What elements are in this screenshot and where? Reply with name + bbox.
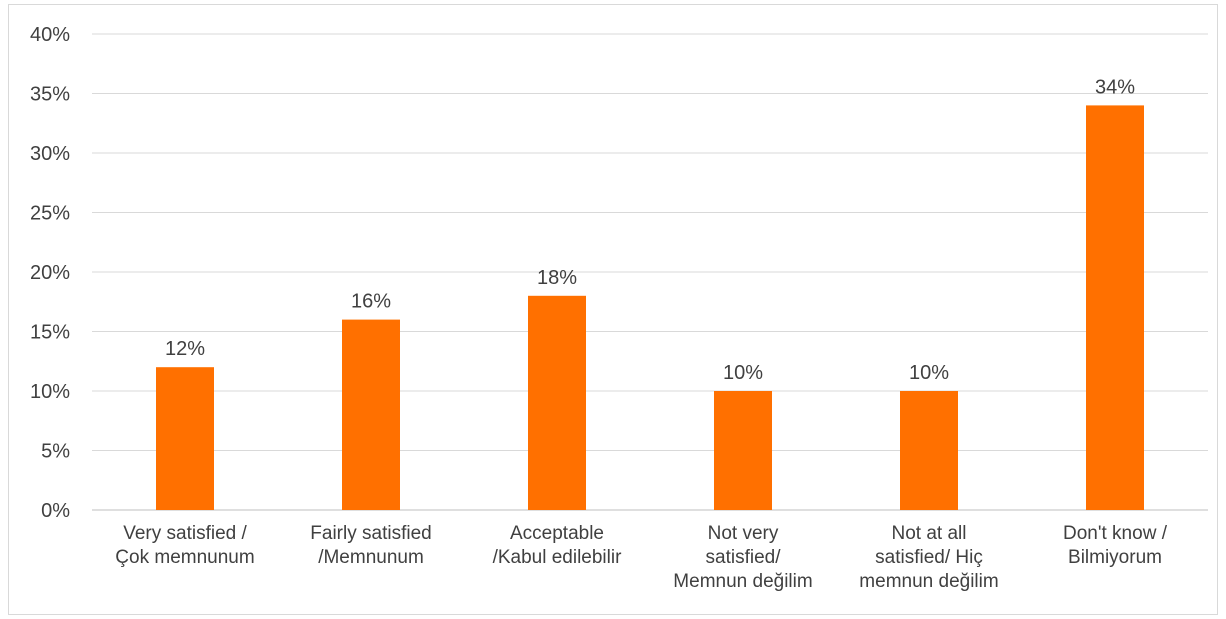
- y-tick-label: 40%: [30, 24, 70, 46]
- category-label: Not at all satisfied/ Hiç memnun değilim: [859, 523, 998, 592]
- y-tick-label: 20%: [30, 262, 70, 284]
- bars: [156, 105, 1144, 511]
- category-label: Don't know / Bilmiyorum: [1063, 523, 1168, 568]
- data-label: 34%: [1095, 76, 1135, 98]
- data-label: 10%: [723, 362, 763, 384]
- gridlines: [92, 33, 1208, 511]
- y-tick-label: 30%: [30, 143, 70, 165]
- x-axis-category-labels: Very satisfied / Çok memnunum Fairly satis…: [115, 523, 1167, 592]
- y-tick-label: 15%: [30, 322, 70, 344]
- bar: [342, 319, 400, 510]
- y-tick-label: 35%: [30, 84, 70, 106]
- chart-frame: [8, 4, 1218, 615]
- bar: [714, 391, 772, 510]
- category-label: Acceptable/Kabul edilebilir: [493, 523, 623, 568]
- y-tick-label: 0%: [41, 500, 70, 522]
- bar: [528, 295, 586, 510]
- bar: [900, 391, 958, 510]
- bar: [156, 367, 214, 510]
- category-label: Not very satisfied/Memnun değilim: [673, 523, 812, 592]
- data-label: 12%: [165, 338, 205, 360]
- data-labels: 12% 16% 18% 10% 10% 34%: [165, 76, 1135, 384]
- y-tick-label: 25%: [30, 203, 70, 225]
- data-label: 16%: [351, 291, 391, 313]
- data-label: 18%: [537, 267, 577, 289]
- category-label: Very satisfied / Çok memnunum: [115, 523, 254, 568]
- category-label: Fairly satisfied/Memnunum: [310, 523, 431, 568]
- y-tick-label: 10%: [30, 381, 70, 403]
- y-tick-label: 5%: [41, 441, 70, 463]
- bar: [1086, 105, 1144, 511]
- y-axis-tick-labels: 0% 5% 10% 15% 20% 25% 30% 35% 40%: [30, 24, 70, 522]
- data-label: 10%: [909, 362, 949, 384]
